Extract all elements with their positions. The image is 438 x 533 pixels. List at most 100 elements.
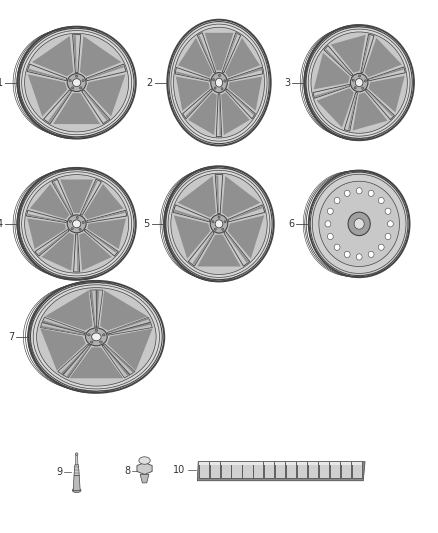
Polygon shape xyxy=(40,322,85,335)
Polygon shape xyxy=(313,84,350,98)
Bar xyxy=(352,462,362,465)
Polygon shape xyxy=(365,89,394,119)
Polygon shape xyxy=(66,345,90,378)
Polygon shape xyxy=(174,215,210,259)
Polygon shape xyxy=(42,317,85,334)
Polygon shape xyxy=(331,35,366,73)
Ellipse shape xyxy=(76,216,78,219)
Bar xyxy=(286,462,296,465)
Polygon shape xyxy=(73,475,80,490)
Polygon shape xyxy=(52,179,73,215)
Polygon shape xyxy=(42,320,85,334)
Ellipse shape xyxy=(37,288,156,386)
Ellipse shape xyxy=(334,197,340,204)
Polygon shape xyxy=(77,235,79,271)
Polygon shape xyxy=(185,91,211,117)
Bar xyxy=(330,462,340,478)
Polygon shape xyxy=(193,233,213,265)
Polygon shape xyxy=(219,95,221,135)
Text: 6: 6 xyxy=(288,219,294,229)
Ellipse shape xyxy=(75,453,78,455)
Ellipse shape xyxy=(73,79,81,86)
Ellipse shape xyxy=(319,181,399,266)
Bar xyxy=(341,462,351,478)
Bar xyxy=(297,462,307,478)
Ellipse shape xyxy=(211,72,227,93)
Polygon shape xyxy=(215,174,223,214)
Ellipse shape xyxy=(355,78,363,87)
Ellipse shape xyxy=(327,208,333,214)
Ellipse shape xyxy=(75,75,78,77)
Polygon shape xyxy=(27,219,66,249)
Ellipse shape xyxy=(82,79,84,82)
Bar xyxy=(199,462,209,465)
Ellipse shape xyxy=(212,221,214,223)
Polygon shape xyxy=(88,65,124,79)
Polygon shape xyxy=(86,74,126,117)
Ellipse shape xyxy=(350,74,368,92)
Polygon shape xyxy=(88,211,125,221)
Bar xyxy=(319,462,329,478)
Ellipse shape xyxy=(358,75,360,77)
Bar xyxy=(221,462,231,478)
Polygon shape xyxy=(228,77,262,111)
Polygon shape xyxy=(228,205,265,222)
Polygon shape xyxy=(81,179,102,215)
Ellipse shape xyxy=(171,173,267,274)
Ellipse shape xyxy=(95,329,98,332)
Polygon shape xyxy=(70,348,123,378)
Polygon shape xyxy=(183,89,212,119)
Ellipse shape xyxy=(100,341,102,343)
Ellipse shape xyxy=(311,173,407,275)
Bar xyxy=(319,462,329,465)
Polygon shape xyxy=(221,92,250,135)
Polygon shape xyxy=(226,89,255,119)
Polygon shape xyxy=(107,318,149,333)
Polygon shape xyxy=(229,68,261,80)
Bar xyxy=(253,462,263,478)
Ellipse shape xyxy=(219,74,220,77)
Ellipse shape xyxy=(69,220,71,222)
Polygon shape xyxy=(75,454,78,465)
Ellipse shape xyxy=(222,228,224,230)
Bar xyxy=(308,462,318,465)
Polygon shape xyxy=(27,64,67,80)
Polygon shape xyxy=(222,33,240,73)
Polygon shape xyxy=(176,77,210,111)
Polygon shape xyxy=(38,231,68,255)
Ellipse shape xyxy=(69,79,71,82)
Ellipse shape xyxy=(67,74,86,92)
Bar xyxy=(341,462,351,465)
Text: 4: 4 xyxy=(0,219,3,229)
Ellipse shape xyxy=(388,221,393,227)
Ellipse shape xyxy=(72,488,81,492)
Polygon shape xyxy=(176,71,209,80)
Ellipse shape xyxy=(80,87,82,89)
Ellipse shape xyxy=(385,233,391,240)
Bar xyxy=(221,462,231,465)
Ellipse shape xyxy=(173,27,265,138)
Polygon shape xyxy=(90,290,97,327)
Polygon shape xyxy=(108,323,152,334)
Polygon shape xyxy=(63,345,91,378)
Polygon shape xyxy=(324,46,353,76)
Ellipse shape xyxy=(20,170,134,278)
Polygon shape xyxy=(216,175,219,212)
Ellipse shape xyxy=(92,333,101,341)
Polygon shape xyxy=(188,231,214,266)
Text: 1: 1 xyxy=(0,78,3,87)
Ellipse shape xyxy=(385,208,391,214)
Polygon shape xyxy=(74,465,79,475)
Ellipse shape xyxy=(25,175,129,273)
Polygon shape xyxy=(96,290,99,327)
Polygon shape xyxy=(41,326,85,335)
Ellipse shape xyxy=(212,78,215,81)
Ellipse shape xyxy=(334,244,340,251)
Ellipse shape xyxy=(361,87,364,89)
Ellipse shape xyxy=(31,283,162,391)
Polygon shape xyxy=(87,211,127,222)
Ellipse shape xyxy=(67,215,86,233)
Polygon shape xyxy=(53,182,71,214)
Polygon shape xyxy=(173,205,210,222)
Polygon shape xyxy=(103,345,129,376)
